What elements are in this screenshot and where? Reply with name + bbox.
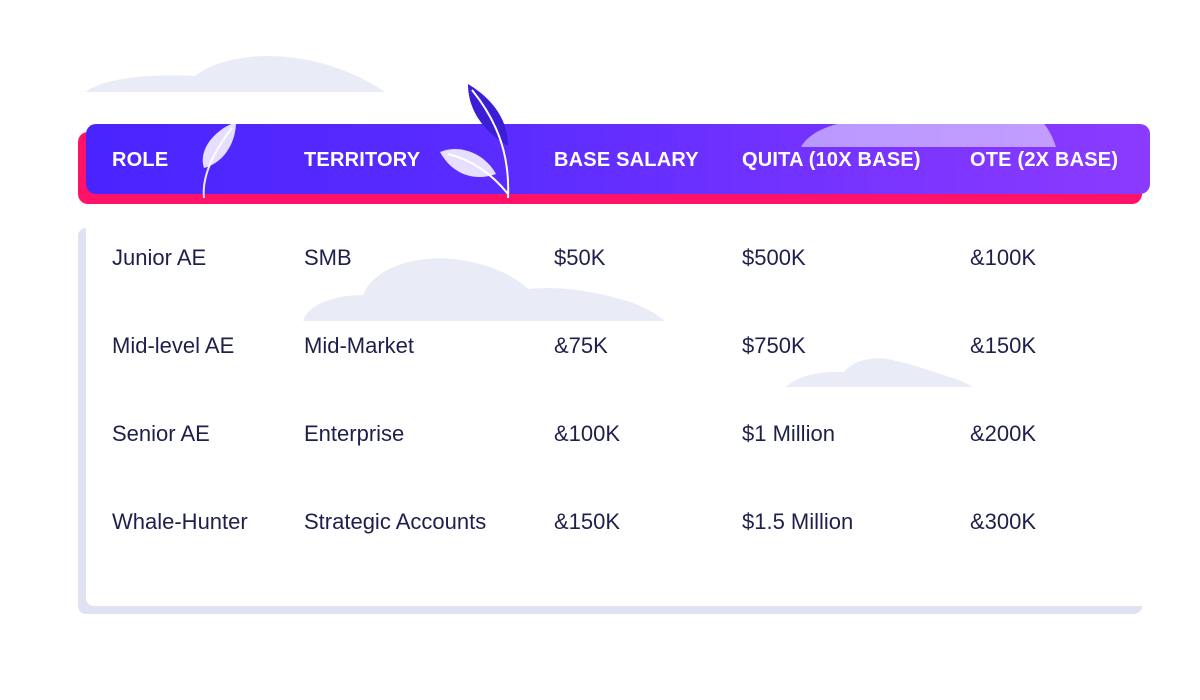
cell-quota: $500K xyxy=(742,245,806,270)
cell-ote: &150K xyxy=(970,333,1037,358)
cell-base-salary: &100K xyxy=(554,421,621,446)
cloud-icon xyxy=(303,258,665,321)
cloud-icon xyxy=(85,56,385,92)
cell-role: Junior AE xyxy=(112,245,207,270)
cloud-icon xyxy=(801,124,1056,147)
leaf-icon xyxy=(202,122,236,199)
header-territory: TERRITORY xyxy=(304,149,421,171)
cell-quota: $1 Million xyxy=(742,421,835,446)
cell-base-salary: &75K xyxy=(554,333,608,358)
cell-ote: &200K xyxy=(970,421,1037,446)
cell-base-salary: &150K xyxy=(554,509,621,534)
cell-ote: &100K xyxy=(970,245,1037,270)
table-header: ROLE TERRITORY BASE SALARY QUITA (10X BA… xyxy=(86,124,1150,194)
cloud-icon xyxy=(786,358,972,387)
header-ote: OTE (2X BASE) xyxy=(970,149,1119,171)
cell-territory: Strategic Accounts xyxy=(304,509,487,534)
cell-ote: &300K xyxy=(970,509,1037,534)
cell-territory: SMB xyxy=(304,245,352,270)
table-body xyxy=(86,220,1150,606)
leaf-icon xyxy=(440,84,510,199)
cell-territory: Mid-Market xyxy=(304,333,415,358)
header-quota: QUITA (10X BASE) xyxy=(742,149,921,171)
cell-role: Whale-Hunter xyxy=(112,509,248,534)
cell-territory: Enterprise xyxy=(304,421,405,446)
cell-role: Mid-level AE xyxy=(112,333,235,358)
header-role: ROLE xyxy=(112,149,169,171)
cell-quota: $1.5 Million xyxy=(742,509,854,534)
cell-quota: $750K xyxy=(742,333,806,358)
cell-base-salary: $50K xyxy=(554,245,606,270)
cell-role: Senior AE xyxy=(112,421,210,446)
header-base-salary: BASE SALARY xyxy=(554,149,699,171)
